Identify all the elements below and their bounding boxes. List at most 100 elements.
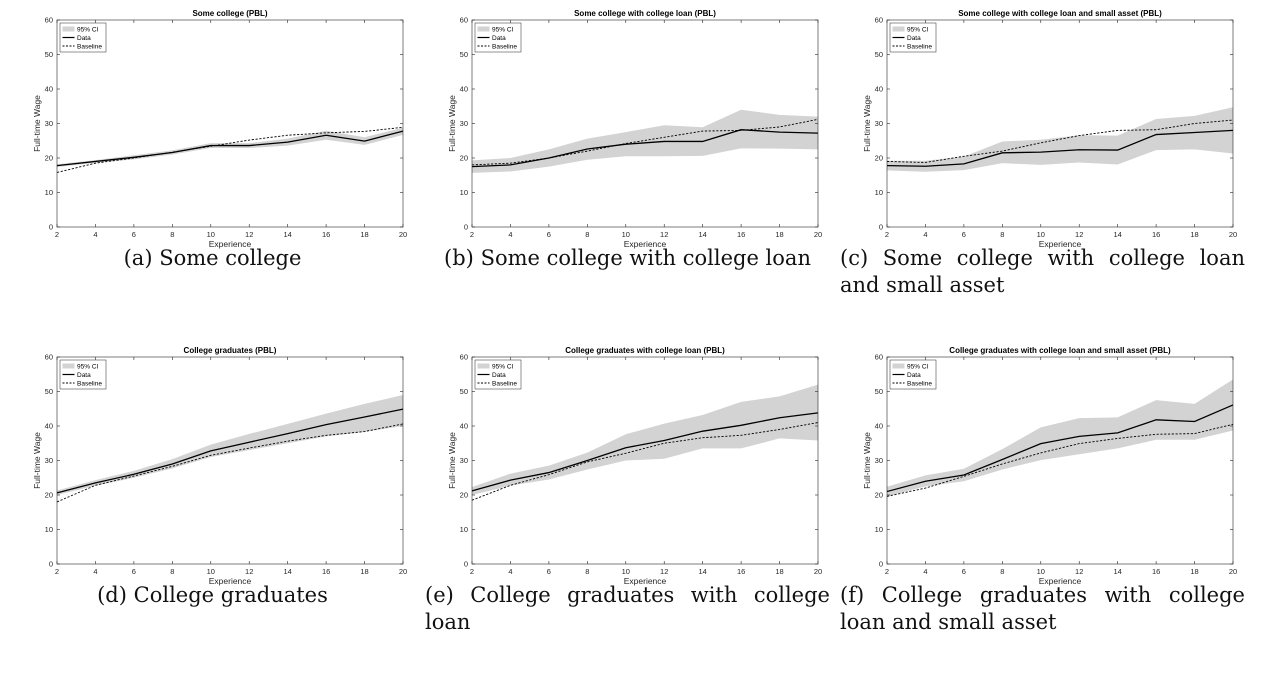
x-tick-label: 2 <box>470 230 474 239</box>
x-tick-label: 16 <box>737 230 745 239</box>
y-tick-label: 0 <box>879 560 883 569</box>
plot-area <box>887 357 1233 564</box>
x-tick-label: 18 <box>775 567 783 576</box>
x-tick-label: 10 <box>622 567 630 576</box>
x-axis-label: Experience <box>624 239 667 249</box>
x-tick-label: 12 <box>1075 567 1083 576</box>
legend-swatch-ci <box>477 26 490 32</box>
y-tick-label: 30 <box>460 119 468 128</box>
plot-area <box>472 357 818 564</box>
y-tick-label: 0 <box>49 223 53 232</box>
y-tick-label: 50 <box>45 387 53 396</box>
x-tick-label: 12 <box>1075 230 1083 239</box>
y-tick-label: 50 <box>875 387 883 396</box>
y-tick-label: 0 <box>464 223 468 232</box>
caption-text: Some college with college loan <box>480 246 811 270</box>
y-tick-label: 20 <box>460 154 468 163</box>
caption-label: (b) <box>444 246 474 270</box>
y-tick-label: 0 <box>49 560 53 569</box>
chart-some-college-loan: 2 4 6 8 10 12 14 16 18 20 0 10 20 30 40 50 60 Some colleg… <box>447 9 822 249</box>
x-tick-label: 16 <box>322 230 330 239</box>
x-tick-label: 4 <box>508 230 512 239</box>
chart-title: Some college with college loan and small… <box>958 9 1162 18</box>
y-tick-label: 40 <box>875 85 883 94</box>
caption-text: College graduates <box>133 583 328 607</box>
x-tick-label: 14 <box>283 567 291 576</box>
legend-swatch-ci <box>62 363 75 369</box>
legend-label: Baseline <box>77 380 102 387</box>
x-tick-label: 10 <box>622 230 630 239</box>
y-tick-label: 50 <box>875 50 883 59</box>
panel-some-college-loan-asset: 2 4 6 8 10 12 14 16 18 20 0 10 20 30 40 50 60 Some colleg… <box>840 5 1245 297</box>
y-tick-label: 30 <box>875 456 883 465</box>
chart-college-graduates: 2 4 6 8 10 12 14 16 18 20 0 10 20 30 40 50 60 College gra… <box>32 346 407 586</box>
x-tick-label: 12 <box>245 567 253 576</box>
x-tick-label: 18 <box>1190 230 1198 239</box>
y-tick-label: 60 <box>45 16 53 25</box>
x-tick-label: 20 <box>399 567 407 576</box>
x-tick-label: 6 <box>547 230 551 239</box>
chart-title: Some college with college loan (PBL) <box>574 9 716 18</box>
ci-band <box>472 109 818 173</box>
panel-college-graduates-loan-asset: 2 4 6 8 10 12 14 16 18 20 0 10 20 30 40 50 60 College gra… <box>840 342 1245 634</box>
series-line-baseline <box>56 423 404 503</box>
chart-some-college: 2 4 6 8 10 12 14 16 18 20 0 10 20 30 40 50 60 Some colleg… <box>32 9 407 249</box>
x-tick-label: 4 <box>923 230 927 239</box>
legend-swatch-ci <box>892 26 905 32</box>
legend-label: 95% CI <box>907 363 929 370</box>
y-tick-label: 40 <box>460 422 468 431</box>
x-tick-label: 14 <box>698 230 706 239</box>
x-tick-label: 20 <box>399 230 407 239</box>
legend-label: Data <box>77 372 91 379</box>
series-line-baseline <box>886 423 1234 497</box>
legend-label: Data <box>492 372 506 379</box>
chart-college-graduates-loan: 2 4 6 8 10 12 14 16 18 20 0 10 20 30 40 50 60 College gra… <box>447 346 822 586</box>
x-tick-label: 8 <box>170 230 174 239</box>
x-tick-label: 16 <box>737 567 745 576</box>
legend-swatch-ci <box>477 363 490 369</box>
series-line-data <box>886 129 1234 167</box>
legend-label: 95% CI <box>77 363 99 370</box>
x-tick-label: 16 <box>1152 230 1160 239</box>
x-tick-label: 14 <box>1113 567 1121 576</box>
legend-label: 95% CI <box>492 26 514 33</box>
legend-label: Baseline <box>492 43 517 50</box>
caption-text: College graduates with college loan <box>425 583 830 634</box>
x-tick-label: 20 <box>814 230 822 239</box>
x-tick-label: 6 <box>962 230 966 239</box>
series-line-data <box>886 404 1234 493</box>
chart-title: College graduates with college loan (PBL… <box>565 346 725 355</box>
y-tick-label: 10 <box>460 188 468 197</box>
x-tick-label: 20 <box>814 567 822 576</box>
caption-d: (d) College graduates <box>10 582 415 609</box>
y-tick-label: 40 <box>45 422 53 431</box>
y-tick-label: 40 <box>45 85 53 94</box>
caption-label: (f) <box>840 583 865 607</box>
y-axis-label: Full-time Wage <box>862 95 872 152</box>
x-tick-label: 8 <box>170 567 174 576</box>
legend-label: Baseline <box>907 380 932 387</box>
series-line-data <box>56 130 404 167</box>
x-tick-label: 6 <box>132 230 136 239</box>
y-tick-label: 0 <box>464 560 468 569</box>
x-tick-label: 2 <box>55 567 59 576</box>
chart-title: College graduates with college loan and … <box>949 346 1171 355</box>
y-tick-label: 60 <box>875 353 883 362</box>
y-tick-label: 60 <box>45 353 53 362</box>
x-tick-label: 12 <box>660 230 668 239</box>
y-tick-label: 50 <box>460 387 468 396</box>
x-axis-label: Experience <box>209 239 252 249</box>
x-tick-label: 20 <box>1229 567 1237 576</box>
ci-band <box>57 394 403 495</box>
x-tick-label: 20 <box>1229 230 1237 239</box>
x-tick-label: 10 <box>207 230 215 239</box>
x-tick-label: 18 <box>775 230 783 239</box>
caption-label: (a) <box>123 246 153 270</box>
ci-band <box>472 384 818 495</box>
y-axis-label: Full-time Wage <box>447 432 457 489</box>
plot-area <box>57 20 403 227</box>
x-tick-label: 18 <box>360 230 368 239</box>
